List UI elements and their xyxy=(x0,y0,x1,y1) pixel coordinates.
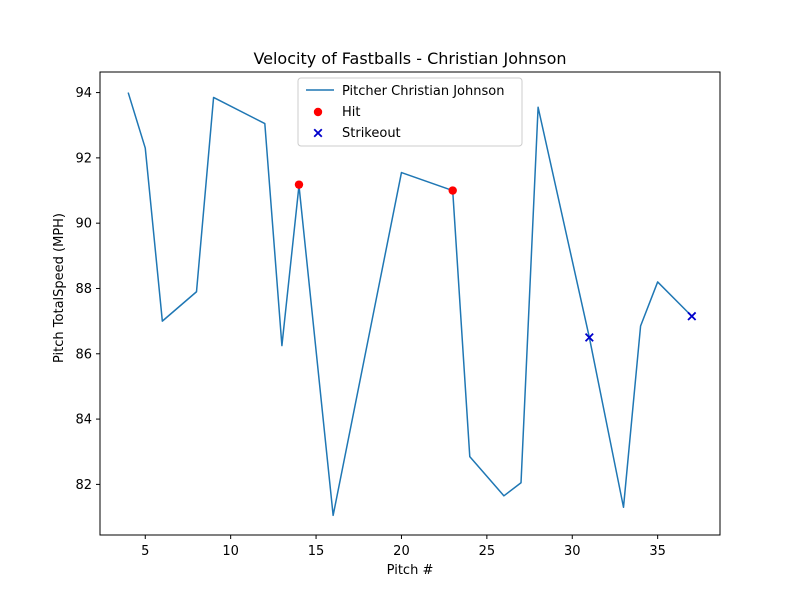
axes-frame xyxy=(99,71,721,536)
y-tick-label: 90 xyxy=(75,217,92,232)
series-line-pitcher xyxy=(127,92,693,517)
strikeout-point xyxy=(687,311,697,321)
x-axis-label: Pitch # xyxy=(387,563,434,578)
legend-label: Pitcher Christian Johnson xyxy=(342,84,504,99)
x-tick-label: 20 xyxy=(393,544,410,559)
legend: Pitcher Christian Johnson Hit Strikeout xyxy=(297,77,523,147)
y-tick-label: 88 xyxy=(75,282,92,297)
x-tick-label: 35 xyxy=(649,544,666,559)
x-axis-ticks: 5 10 15 20 25 30 35 xyxy=(141,535,666,559)
y-axis-label: Pitch TotalSpeed (MPH) xyxy=(52,213,67,363)
x-tick-label: 25 xyxy=(479,544,496,559)
x-tick-label: 10 xyxy=(222,544,239,559)
strikeout-point xyxy=(584,333,594,342)
y-tick-label: 86 xyxy=(75,347,92,362)
legend-swatch-strikeout xyxy=(313,128,323,138)
hit-point xyxy=(448,186,457,195)
chart-title: Velocity of Fastballs - Christian Johnso… xyxy=(253,49,566,68)
legend-box xyxy=(297,77,523,147)
hit-point xyxy=(294,180,304,189)
y-tick-label: 92 xyxy=(75,151,92,166)
x-tick-label: 15 xyxy=(308,544,325,559)
y-tick-label: 94 xyxy=(75,86,92,101)
legend-swatch-hit xyxy=(313,107,323,117)
x-tick-label: 30 xyxy=(564,544,581,559)
y-tick-label: 82 xyxy=(75,478,92,493)
plot-area xyxy=(99,71,721,536)
y-tick-label: 84 xyxy=(75,413,92,428)
x-tick-label: 5 xyxy=(141,544,149,559)
y-axis-ticks: 82 84 86 88 90 92 94 xyxy=(75,86,100,493)
legend-label: Strikeout xyxy=(342,126,401,141)
legend-label: Hit xyxy=(342,105,360,120)
